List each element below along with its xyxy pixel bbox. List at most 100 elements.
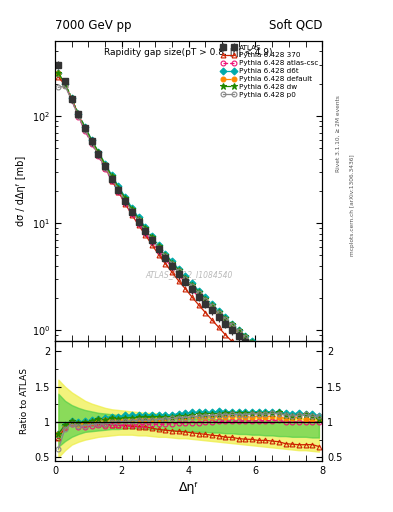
Pythia 6.428 370 [123, 201, 128, 207]
Pythia 6.428 p0 [136, 218, 141, 224]
Pythia 6.428 atlas-csc [283, 371, 288, 377]
Pythia 6.428 dw [96, 149, 101, 155]
Pythia 6.428 dw [270, 356, 274, 362]
Text: mcplots.cern.ch [arXiv:1306.3436]: mcplots.cern.ch [arXiv:1306.3436] [350, 154, 355, 255]
Pythia 6.428 dw [310, 389, 314, 395]
Y-axis label: dσ / dΔηᶠ [mb]: dσ / dΔηᶠ [mb] [16, 156, 26, 226]
Pythia 6.428 370 [63, 82, 68, 88]
Pythia 6.428 dw [109, 173, 114, 179]
Pythia 6.428 atlas-csc [263, 355, 268, 361]
Pythia 6.428 370 [223, 332, 228, 338]
Pythia 6.428 d6t [96, 149, 101, 155]
Pythia 6.428 d6t [237, 327, 241, 333]
Pythia 6.428 p0 [257, 346, 261, 352]
Pythia 6.428 p0 [170, 261, 174, 267]
Pythia 6.428 default [76, 112, 81, 118]
Pythia 6.428 p0 [103, 164, 108, 170]
Pythia 6.428 p0 [270, 356, 274, 362]
Pythia 6.428 p0 [263, 351, 268, 357]
Pythia 6.428 d6t [123, 194, 128, 200]
Pythia 6.428 dw [163, 251, 167, 258]
Pythia 6.428 370 [263, 370, 268, 376]
Pythia 6.428 p0 [303, 382, 308, 388]
Text: ATLAS_2012_I1084540: ATLAS_2012_I1084540 [145, 270, 232, 280]
Pythia 6.428 atlas-csc [56, 70, 61, 76]
Pythia 6.428 p0 [290, 372, 295, 378]
Pythia 6.428 atlas-csc [149, 239, 154, 245]
Pythia 6.428 atlas-csc [223, 320, 228, 326]
Pythia 6.428 atlas-csc [303, 387, 308, 393]
Pythia 6.428 dw [69, 95, 74, 101]
Pythia 6.428 d6t [136, 215, 141, 221]
Pythia 6.428 dw [317, 394, 321, 400]
Pythia 6.428 dw [76, 111, 81, 117]
Pythia 6.428 default [109, 174, 114, 180]
Pythia 6.428 dw [63, 80, 68, 87]
Pythia 6.428 atlas-csc [129, 211, 134, 217]
Pythia 6.428 p0 [116, 187, 121, 193]
Pythia 6.428 370 [183, 286, 188, 292]
Pythia 6.428 d6t [303, 382, 308, 388]
Pythia 6.428 p0 [109, 176, 114, 182]
Pythia 6.428 p0 [243, 334, 248, 340]
Pythia 6.428 p0 [283, 367, 288, 373]
Pythia 6.428 p0 [123, 198, 128, 204]
Pythia 6.428 dw [190, 282, 195, 288]
Pythia 6.428 default [156, 244, 161, 250]
Pythia 6.428 default [63, 81, 68, 87]
Pythia 6.428 d6t [63, 80, 68, 87]
Pythia 6.428 370 [303, 405, 308, 411]
Pythia 6.428 dw [176, 267, 181, 273]
Pythia 6.428 p0 [83, 127, 88, 133]
Pythia 6.428 d6t [223, 314, 228, 320]
Pythia 6.428 370 [103, 164, 108, 170]
Pythia 6.428 dw [136, 216, 141, 222]
Pythia 6.428 370 [290, 394, 295, 400]
Pythia 6.428 p0 [217, 310, 221, 316]
Pythia 6.428 default [176, 268, 181, 274]
Pythia 6.428 default [69, 96, 74, 102]
Pythia 6.428 default [237, 329, 241, 335]
Pythia 6.428 dw [223, 315, 228, 322]
Pythia 6.428 atlas-csc [297, 382, 301, 388]
Pythia 6.428 370 [149, 242, 154, 248]
Pythia 6.428 d6t [143, 224, 148, 230]
Pythia 6.428 atlas-csc [270, 360, 274, 367]
Pythia 6.428 p0 [196, 290, 201, 296]
Pythia 6.428 atlas-csc [143, 230, 148, 236]
Pythia 6.428 d6t [203, 294, 208, 301]
Pythia 6.428 d6t [183, 273, 188, 280]
Pythia 6.428 d6t [217, 308, 221, 314]
Pythia 6.428 atlas-csc [69, 97, 74, 103]
Pythia 6.428 dw [230, 321, 235, 327]
Pythia 6.428 370 [237, 346, 241, 352]
Pythia 6.428 370 [156, 251, 161, 258]
Pythia 6.428 dw [83, 124, 88, 131]
Pythia 6.428 default [243, 335, 248, 342]
Pythia 6.428 d6t [116, 183, 121, 189]
Pythia 6.428 dw [90, 137, 94, 143]
Pythia 6.428 default [190, 283, 195, 289]
Pythia 6.428 atlas-csc [76, 114, 81, 120]
Pythia 6.428 d6t [83, 124, 88, 130]
Pythia 6.428 p0 [183, 276, 188, 282]
Text: Rivet 3.1.10, ≥ 2M events: Rivet 3.1.10, ≥ 2M events [336, 95, 341, 172]
Pythia 6.428 atlas-csc [156, 248, 161, 254]
Pythia 6.428 default [303, 385, 308, 391]
Pythia 6.428 370 [203, 309, 208, 315]
Pythia 6.428 p0 [63, 83, 68, 89]
Pythia 6.428 p0 [69, 97, 74, 103]
Pythia 6.428 atlas-csc [136, 221, 141, 227]
Pythia 6.428 370 [129, 211, 134, 218]
Pythia 6.428 default [277, 364, 281, 370]
Pythia 6.428 p0 [250, 339, 255, 346]
Line: Pythia 6.428 p0: Pythia 6.428 p0 [56, 83, 321, 397]
Pythia 6.428 default [96, 150, 101, 156]
Pythia 6.428 d6t [243, 333, 248, 339]
Pythia 6.428 p0 [297, 378, 301, 384]
Pythia 6.428 atlas-csc [83, 128, 88, 134]
Pythia 6.428 default [210, 304, 215, 310]
Pythia 6.428 p0 [129, 208, 134, 214]
Pythia 6.428 370 [90, 139, 94, 145]
Pythia 6.428 d6t [76, 111, 81, 117]
